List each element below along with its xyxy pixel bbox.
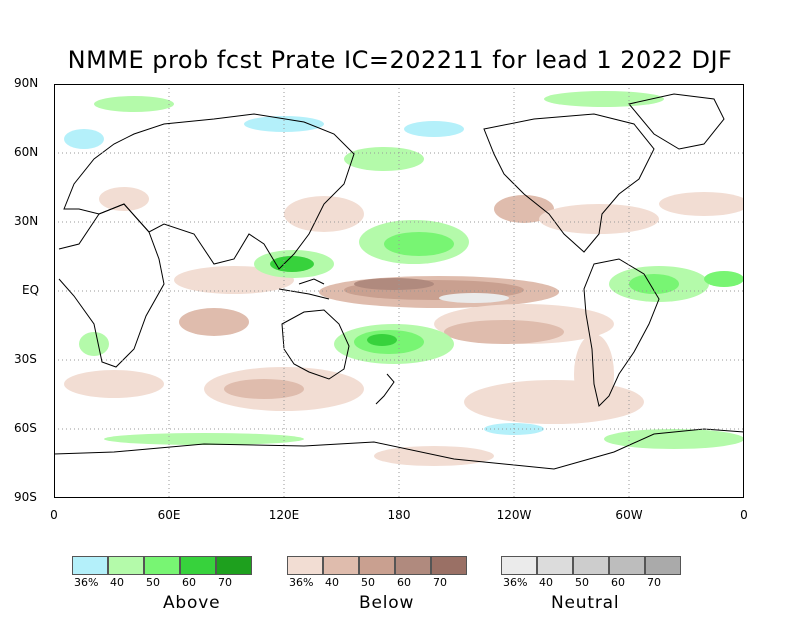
legend-below-tick-4: 60 [397, 576, 411, 589]
legend-neutral-tick-4: 60 [611, 576, 625, 589]
legend-below-swatch-4 [395, 556, 431, 575]
legend-below-tick-2: 40 [325, 576, 339, 589]
legend-above-title: Above [163, 593, 221, 613]
lat-label-60s: 60S [14, 421, 37, 435]
legend-neutral-swatch-4 [609, 556, 645, 575]
legend-neutral-swatch-2 [537, 556, 573, 575]
lon-label-120w: 120W [496, 508, 532, 522]
legend-above-tick-4: 60 [182, 576, 196, 589]
lon-label-60w: 60W [615, 508, 643, 522]
legend-above-tick-3: 50 [146, 576, 160, 589]
legend-above-swatch-2 [108, 556, 144, 575]
legend-below-swatch-2 [323, 556, 359, 575]
lat-label-30n: 30N [14, 214, 39, 228]
map-frame [54, 84, 744, 498]
lon-label-0-left: 0 [50, 508, 58, 522]
map-panel [54, 84, 744, 498]
legend-above-tick-2: 40 [110, 576, 124, 589]
forecast-map [54, 84, 744, 498]
probability-shading [64, 91, 744, 466]
legend-above-swatch-3 [144, 556, 180, 575]
legend-below-swatch-3 [359, 556, 395, 575]
grid-lines [54, 84, 744, 498]
lon-label-180: 180 [387, 508, 411, 522]
lat-label-90n: 90N [14, 76, 39, 90]
legend-below-swatch-5 [431, 556, 467, 575]
lon-label-0-right: 0 [740, 508, 748, 522]
legend-below-tick-1: 36% [289, 576, 314, 589]
lon-label-120e: 120E [268, 508, 300, 522]
legend-below: 36% 40 50 60 70 [287, 556, 469, 589]
legend-below-swatch-1 [287, 556, 323, 575]
legend-neutral-swatch-1 [501, 556, 537, 575]
legend-below-title: Below [359, 593, 415, 613]
legend-neutral-title: Neutral [551, 593, 620, 613]
legend-neutral-swatch-5 [645, 556, 681, 575]
coastlines [54, 93, 744, 470]
legend-above-swatch-4 [180, 556, 216, 575]
legend-neutral-swatch-3 [573, 556, 609, 575]
legend-above-tick-1: 36% [74, 576, 99, 589]
lat-label-90s: 90S [14, 490, 37, 504]
legend-below-tick-3: 50 [361, 576, 375, 589]
legend-neutral-tick-2: 40 [539, 576, 553, 589]
lat-label-30s: 30S [14, 352, 37, 366]
legend-above: 36% 40 50 60 70 [72, 556, 254, 589]
legend-above-swatch-5 [216, 556, 252, 575]
legend-below-tick-5: 70 [433, 576, 447, 589]
legend-above-swatch-1 [72, 556, 108, 575]
map-title: NMME prob fcst Prate IC=202211 for lead … [67, 46, 733, 74]
legend-neutral-tick-3: 50 [575, 576, 589, 589]
legend-neutral-tick-5: 70 [647, 576, 661, 589]
lat-label-eq: EQ [22, 283, 40, 297]
legend-above-tick-5: 70 [218, 576, 232, 589]
legend-neutral: 36% 40 50 60 70 [501, 556, 683, 589]
lat-label-60n: 60N [14, 145, 39, 159]
lon-label-60e: 60E [157, 508, 181, 522]
legend-neutral-tick-1: 36% [503, 576, 528, 589]
